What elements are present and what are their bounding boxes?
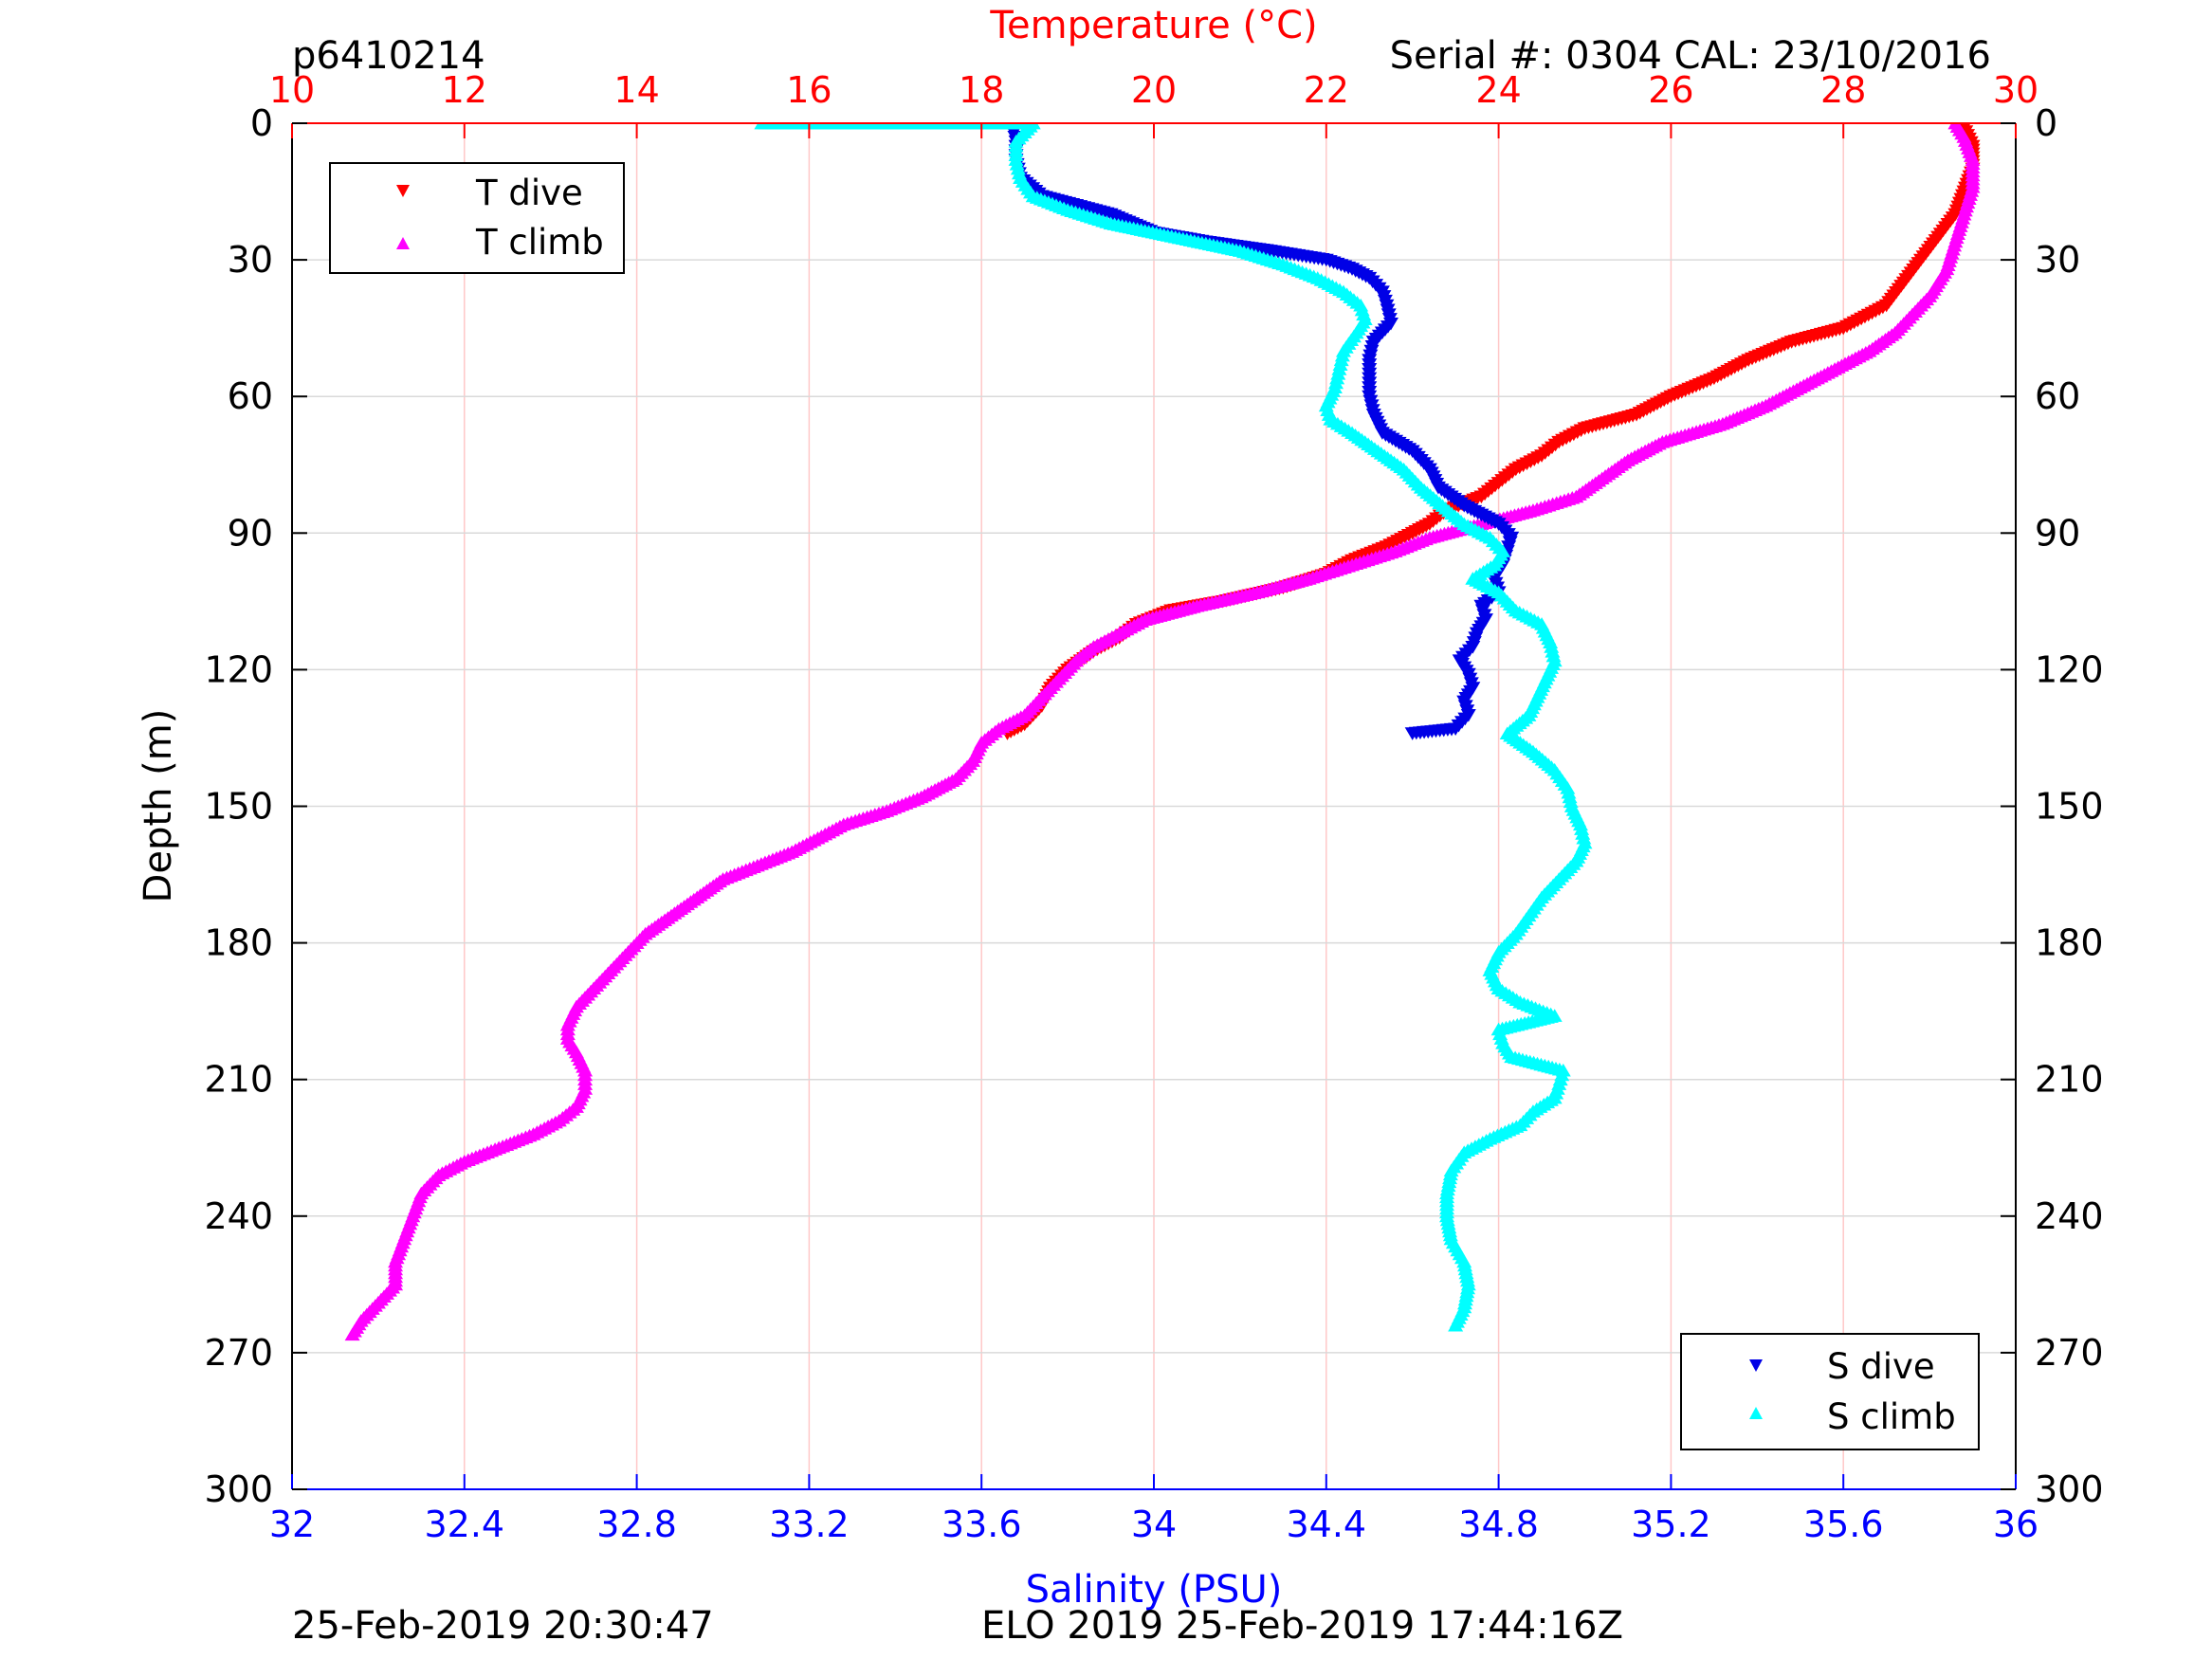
depth-tick-label-left: 180 xyxy=(204,922,273,964)
temperature-tick-label: 30 xyxy=(1993,69,2038,111)
depth-axis-title: Depth (m) xyxy=(137,709,180,903)
salinity-tick-label: 32 xyxy=(269,1504,315,1545)
axes: 10 12 14 16 18 20 22 24 26 28 30 32 32.4 32.8 33.2 33.6… xyxy=(204,69,2103,1545)
legend-s-dive-label: S dive xyxy=(1827,1346,1935,1387)
series-s-climb xyxy=(754,123,1593,1332)
salinity-axis-title: Salinity (PSU) xyxy=(1026,1568,1283,1612)
data-layer xyxy=(344,123,1981,1341)
legend-s-climb-marker xyxy=(1749,1407,1763,1419)
depth-tick-label-right: 180 xyxy=(2035,922,2104,964)
salinity-tick-label: 32.4 xyxy=(424,1504,504,1545)
temperature-tick-label: 18 xyxy=(959,69,1004,111)
legend-salinity: S dive S climb xyxy=(1680,1333,1980,1450)
footer-timestamp-right: ELO 2019 25-Feb-2019 17:44:16Z xyxy=(981,1604,1623,1648)
salinity-tick-label: 33.6 xyxy=(941,1504,1022,1545)
depth-tick-label-right: 300 xyxy=(2035,1468,2104,1510)
serial-info: Serial #: 0304 CAL: 23/10/2016 xyxy=(1390,34,1991,78)
grid-lines xyxy=(292,123,2016,1489)
depth-tick-label-left: 0 xyxy=(250,102,273,144)
temperature-tick-label: 28 xyxy=(1820,69,1866,111)
salinity-tick-label: 35.2 xyxy=(1631,1504,1711,1545)
temperature-tick-label: 24 xyxy=(1475,69,1521,111)
depth-tick-label-right: 270 xyxy=(2035,1332,2104,1374)
depth-tick-label-left: 270 xyxy=(204,1332,273,1374)
depth-tick-label-left: 30 xyxy=(228,239,273,281)
depth-tick-label-right: 90 xyxy=(2035,512,2080,554)
legend-temperature: T dive T climb xyxy=(329,162,625,274)
data-point xyxy=(344,1327,360,1341)
depth-tick-label-right: 210 xyxy=(2035,1059,2104,1101)
depth-tick-label-right: 240 xyxy=(2035,1195,2104,1237)
legend-s-dive-marker xyxy=(1749,1359,1763,1372)
salinity-tick-label: 34.4 xyxy=(1286,1504,1366,1545)
series-t-climb xyxy=(344,123,1981,1341)
depth-tick-label-left: 120 xyxy=(204,648,273,690)
depth-tick-label-left: 210 xyxy=(204,1059,273,1101)
legend-t-climb-label: T climb xyxy=(475,222,604,263)
legend-t-dive-marker xyxy=(396,185,410,197)
depth-tick-label-right: 60 xyxy=(2035,375,2080,417)
depth-tick-label-left: 90 xyxy=(228,512,273,554)
depth-tick-label-left: 60 xyxy=(228,375,273,417)
temperature-tick-label: 16 xyxy=(786,69,832,111)
legend-temperature-box xyxy=(329,162,625,274)
temperature-tick-label: 12 xyxy=(442,69,487,111)
legend-s-climb-label: S climb xyxy=(1827,1396,1956,1437)
salinity-tick-label: 34 xyxy=(1131,1504,1177,1545)
temperature-tick-label: 10 xyxy=(269,69,315,111)
salinity-tick-label: 35.6 xyxy=(1803,1504,1884,1545)
depth-tick-label-left: 150 xyxy=(204,786,273,828)
temperature-tick-label: 14 xyxy=(613,69,659,111)
series-t-dive xyxy=(999,123,1981,740)
footer-timestamp-left: 25-Feb-2019 20:30:47 xyxy=(292,1604,714,1648)
data-point xyxy=(1404,727,1420,740)
depth-tick-label-right: 30 xyxy=(2035,239,2080,281)
legend-t-dive-label: T dive xyxy=(475,173,583,213)
legend-t-climb-marker xyxy=(396,237,410,249)
depth-tick-label-left: 300 xyxy=(204,1468,273,1510)
legend-salinity-box xyxy=(1680,1333,1980,1450)
profile-id: p6410214 xyxy=(292,34,485,78)
depth-tick-label-right: 150 xyxy=(2035,786,2104,828)
temperature-tick-label: 20 xyxy=(1131,69,1177,111)
data-point xyxy=(1448,1318,1464,1332)
depth-tick-label-right: 120 xyxy=(2035,648,2104,690)
depth-tick-label-left: 240 xyxy=(204,1195,273,1237)
temperature-tick-label: 22 xyxy=(1304,69,1349,111)
salinity-tick-label: 32.8 xyxy=(596,1504,677,1545)
salinity-tick-label: 34.8 xyxy=(1458,1504,1539,1545)
temperature-tick-label: 26 xyxy=(1648,69,1693,111)
depth-tick-label-right: 0 xyxy=(2035,102,2057,144)
salinity-tick-label: 33.2 xyxy=(769,1504,850,1545)
temperature-axis-title: Temperature (°C) xyxy=(989,4,1317,47)
salinity-tick-label: 36 xyxy=(1993,1504,2038,1545)
